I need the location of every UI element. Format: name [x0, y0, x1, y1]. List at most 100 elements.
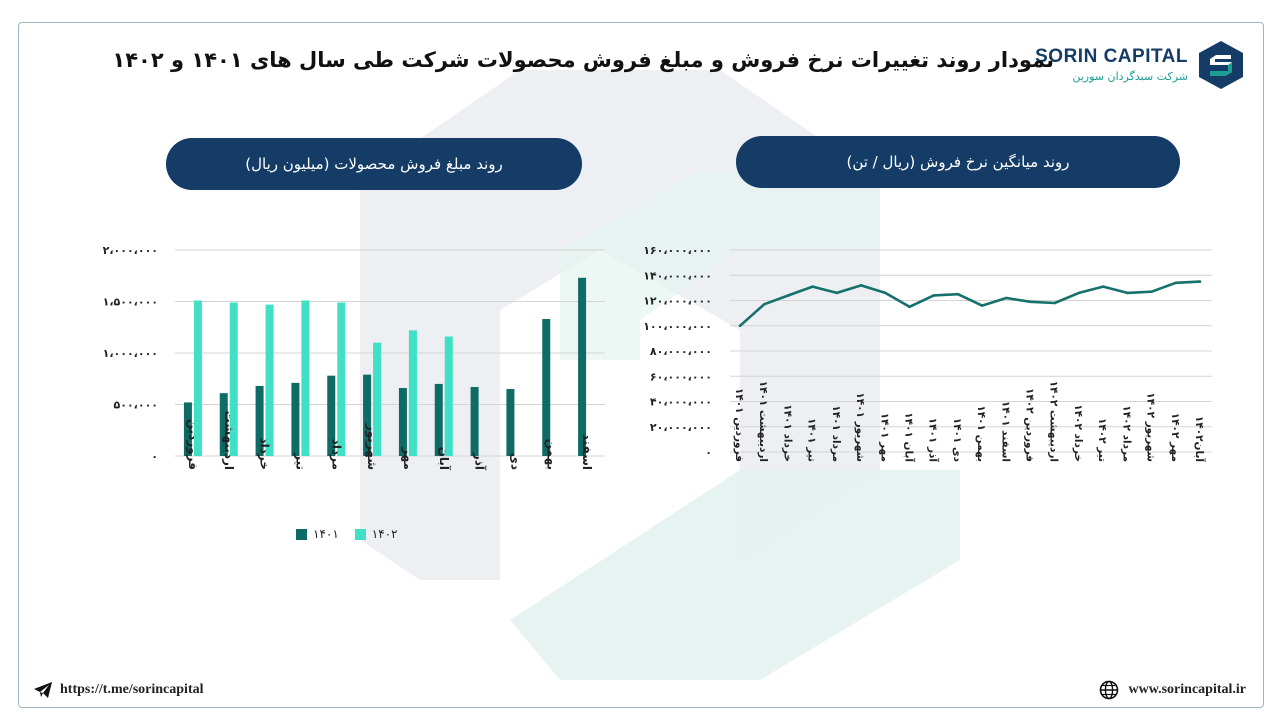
sorin-logo-icon — [1199, 41, 1243, 89]
bar-chart-title: روند مبلغ فروش محصولات (میلیون ریال) — [245, 155, 503, 173]
line-point-15 — [1101, 285, 1105, 288]
bar-y-tick-label: ۱،۰۰۰،۰۰۰ — [103, 347, 158, 360]
line-y-tick-label: ۲۰،۰۰۰،۰۰۰ — [650, 421, 712, 434]
line-point-9 — [956, 292, 960, 296]
line-x-tick-label: مهر ۱۴۰۲ — [1169, 413, 1181, 462]
line-x-tick-label: خرداد ۱۴۰۱ — [781, 404, 793, 462]
bar-۱۴۰۱-0 — [183, 402, 192, 456]
line-x-tick-label: خرداد ۱۴۰۲ — [1072, 404, 1084, 462]
line-y-tick-label: ۱۲۰،۰۰۰،۰۰۰ — [643, 295, 712, 308]
line-x-tick-label: فروردین ۱۴۰۲ — [1024, 388, 1036, 462]
bar-۱۴۰۲-5 — [373, 342, 382, 456]
bar-۱۴۰۲-6 — [408, 330, 417, 456]
line-x-tick-label: فروردین ۱۴۰۱ — [733, 388, 745, 462]
line-chart-title-pill: روند میانگین نرخ فروش (ریال / تن) — [736, 136, 1180, 188]
line-point-13 — [1053, 301, 1057, 305]
line-point-12 — [1029, 300, 1032, 304]
legend-swatch-1401 — [296, 528, 307, 540]
line-point-0 — [738, 324, 742, 328]
bar-۱۴۰۲-3 — [301, 300, 310, 456]
bar-۱۴۰۱-1 — [219, 393, 228, 456]
bar-۱۴۰۲-1 — [229, 302, 238, 456]
line-y-tick-label: ۰ — [705, 446, 712, 459]
bar-y-tick-label: ۰ — [151, 450, 158, 463]
paper-plane-icon — [34, 682, 52, 698]
bar-۱۴۰۱-7 — [434, 383, 443, 456]
line-x-tick-label: مرداد ۱۴۰۱ — [830, 405, 842, 462]
line-series-sales-rate — [739, 280, 1201, 327]
website-link[interactable]: www.sorincapital.ir — [1099, 680, 1246, 700]
line-x-tick-label: مهر ۱۴۰۱ — [878, 413, 890, 462]
telegram-link-text[interactable]: https://t.me/sorincapital — [60, 682, 204, 697]
bar-x-tick-label: آبان — [437, 447, 452, 471]
bar-y-tick-label: ۲،۰۰۰،۰۰۰ — [103, 244, 158, 257]
line-x-tick-label: تیر ۱۴۰۱ — [806, 418, 818, 462]
line-point-18 — [1174, 281, 1178, 285]
bar-chart-legend: ۱۴۰۱ ۱۴۰۲ — [296, 524, 414, 544]
bar-۱۴۰۱-5 — [363, 374, 372, 456]
page-title: نمودار روند تغییرات نرخ فروش و مبلغ فروش… — [112, 48, 1054, 72]
line-point-5 — [859, 284, 863, 287]
bar-y-tick-label: ۱،۵۰۰،۰۰۰ — [103, 296, 158, 309]
line-point-6 — [883, 291, 887, 295]
line-x-tick-label: تیر ۱۴۰۲ — [1096, 418, 1108, 462]
brand-subtitle: شرکت سبدگردان سورین — [1072, 70, 1188, 83]
bar-x-tick-label: مهر — [401, 446, 415, 470]
line-x-tick-label: اسفند ۱۴۰۱ — [999, 401, 1011, 462]
bar-x-tick-label: خرداد — [258, 437, 272, 470]
line-x-tick-label: بهمن ۱۴۰۱ — [975, 405, 987, 462]
legend-item-1402: ۱۴۰۲ — [354, 527, 398, 541]
bar-۱۴۰۲-2 — [265, 304, 274, 456]
line-chart-title: روند میانگین نرخ فروش (ریال / تن) — [846, 153, 1070, 171]
bar-۱۴۰۱-8 — [470, 386, 479, 456]
bar-x-tick-label: آذر — [473, 452, 488, 471]
bar-۱۴۰۱-3 — [291, 382, 300, 456]
bar-x-tick-label: بهمن — [544, 439, 558, 470]
line-point-2 — [787, 294, 790, 297]
line-y-tick-label: ۱۰۰،۰۰۰،۰۰۰ — [643, 320, 712, 333]
line-y-tick-label: ۱۶۰،۰۰۰،۰۰۰ — [643, 244, 712, 257]
bar-x-tick-label: شهریور — [364, 423, 379, 470]
bar-x-tick-label: دی — [508, 453, 522, 470]
legend-label-1402: ۱۴۰۲ — [371, 527, 398, 541]
bar-۱۴۰۱-11 — [578, 277, 587, 456]
bar-۱۴۰۱-9 — [506, 389, 515, 456]
line-y-tick-label: ۸۰،۰۰۰،۰۰۰ — [650, 345, 712, 358]
line-point-17 — [1150, 290, 1153, 293]
bar-۱۴۰۱-10 — [542, 319, 551, 456]
line-x-tick-label: آبان ۱۴۰۱ — [902, 412, 915, 462]
bar-x-tick-label: اسفند — [580, 434, 594, 470]
legend-swatch-1402 — [354, 528, 366, 540]
line-x-tick-label: آبان۱۴۰۲ — [1193, 416, 1206, 462]
line-point-1 — [762, 302, 766, 306]
line-point-14 — [1077, 291, 1081, 295]
line-x-tick-label: دی ۱۴۰۱ — [951, 418, 963, 463]
line-point-3 — [811, 285, 814, 288]
line-x-tick-label: اردیبهشت ۱۴۰۱ — [757, 381, 769, 462]
line-point-16 — [1126, 291, 1129, 295]
bar-y-tick-label: ۵۰۰،۰۰۰ — [114, 399, 158, 412]
bar-۱۴۰۲-0 — [193, 300, 202, 456]
bar-x-tick-label: اردیبهشت — [222, 411, 236, 470]
bar-x-tick-label: مرداد — [329, 439, 343, 470]
line-x-tick-label: شهریور ۱۴۰۱ — [854, 392, 866, 462]
bar-۱۴۰۱-2 — [255, 385, 264, 456]
line-point-19 — [1198, 280, 1202, 283]
website-link-text[interactable]: www.sorincapital.ir — [1128, 682, 1246, 697]
bar-۱۴۰۱-4 — [327, 375, 336, 456]
brand-name: SORIN CAPITAL — [1035, 46, 1188, 67]
bar-۱۴۰۲-4 — [337, 302, 346, 456]
line-y-tick-label: ۶۰،۰۰۰،۰۰۰ — [650, 370, 712, 383]
line-point-11 — [1005, 296, 1008, 300]
legend-item-1401: ۱۴۰۱ — [296, 527, 339, 541]
line-point-10 — [980, 304, 984, 307]
line-x-tick-label: شهریور ۱۴۰۲ — [1145, 392, 1157, 462]
telegram-link[interactable]: https://t.me/sorincapital — [34, 682, 204, 698]
bar-x-tick-label: فروردین — [185, 419, 200, 470]
line-point-4 — [835, 291, 839, 295]
line-x-tick-label: مرداد ۱۴۰۲ — [1120, 405, 1132, 462]
line-point-7 — [908, 305, 911, 309]
line-y-tick-label: ۴۰،۰۰۰،۰۰۰ — [650, 396, 712, 409]
